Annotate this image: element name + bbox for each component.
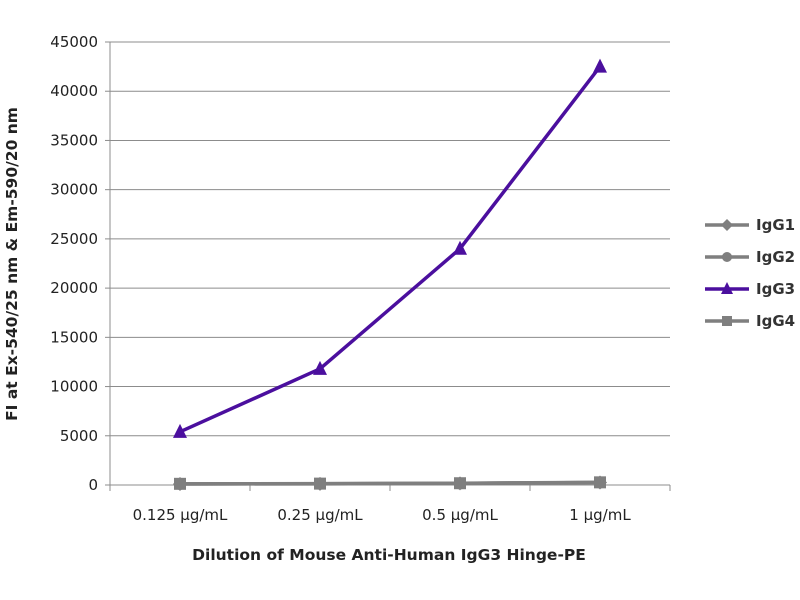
data-point	[173, 423, 187, 438]
x-tick-label: 1 µg/mL	[569, 506, 631, 524]
legend: IgG1 IgG2 IgG3 IgG4	[705, 216, 795, 330]
legend-item-igg1: IgG1	[705, 216, 795, 234]
data-point	[174, 477, 186, 490]
axes: 0 5000 10000 15000 20000 25000 30000 35000 40000…	[50, 33, 671, 524]
legend-marker	[721, 219, 733, 231]
legend-label: IgG3	[756, 280, 795, 298]
y-tick-label: 30000	[50, 181, 98, 199]
data-point	[593, 58, 607, 73]
legend-label: IgG4	[756, 312, 795, 330]
legend-item-igg2: IgG2	[705, 248, 795, 266]
legend-marker	[721, 282, 733, 294]
series-group	[173, 58, 607, 492]
y-tick-label: 25000	[50, 230, 98, 248]
legend-label: IgG1	[756, 216, 795, 234]
series-igg3	[173, 58, 607, 438]
x-tick-label: 0.125 µg/mL	[133, 506, 228, 524]
y-tick-label: 5000	[60, 427, 98, 445]
legend-marker	[722, 316, 732, 326]
series-line	[179, 65, 602, 434]
y-tick-label: 15000	[50, 328, 98, 346]
data-point	[314, 477, 326, 490]
gridlines	[110, 41, 670, 437]
data-point	[594, 476, 606, 489]
x-axis-title: Dilution of Mouse Anti-Human IgG3 Hinge-…	[192, 546, 586, 564]
y-tick-label: 35000	[50, 131, 98, 149]
legend-item-igg3: IgG3	[705, 280, 795, 298]
x-tick-label: 0.5 µg/mL	[422, 506, 498, 524]
legend-item-igg4: IgG4	[705, 312, 795, 330]
x-tick-label: 0.25 µg/mL	[277, 506, 363, 524]
y-tick-label: 0	[88, 476, 98, 494]
data-point	[453, 240, 467, 255]
series-line	[179, 480, 601, 486]
y-tick-label: 45000	[50, 33, 98, 51]
legend-label: IgG2	[756, 248, 795, 266]
y-tick-label: 10000	[50, 378, 98, 396]
y-tick-label: 20000	[50, 279, 98, 297]
y-axis-title: FI at Ex-540/25 nm & Em-590/20 nm	[3, 107, 21, 421]
series-igg4	[174, 476, 606, 490]
data-point	[313, 360, 327, 375]
data-point	[454, 477, 466, 490]
legend-marker	[722, 252, 732, 262]
y-tick-label: 40000	[50, 82, 98, 100]
